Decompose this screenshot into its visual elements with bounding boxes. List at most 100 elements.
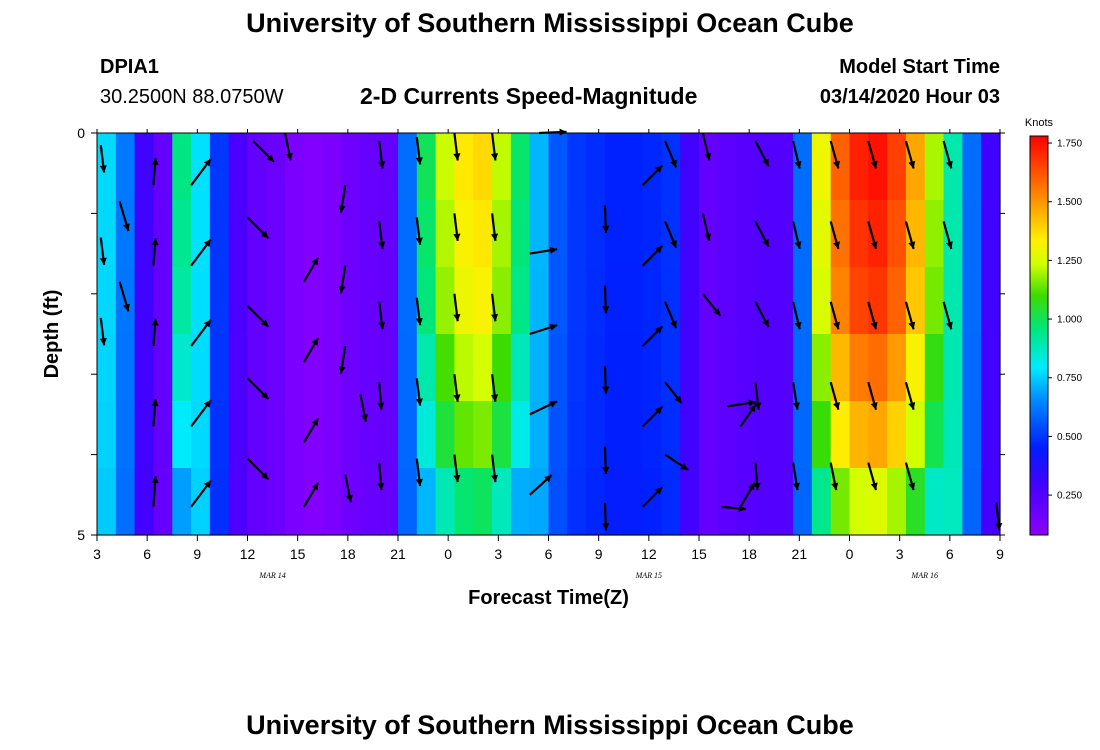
velocity-arrow [252,140,275,163]
heatmap-cell [924,468,945,536]
heatmap-cell [586,133,606,201]
colorbar-tick-label: 0.250 [1057,491,1082,502]
heatmap-cell [604,200,625,268]
heatmap-cell [266,401,286,469]
velocity-arrow [302,256,320,283]
velocity-arrow [302,417,320,444]
heatmap-cell [266,468,286,536]
heatmap-cell [228,267,249,335]
heatmap-cell [172,334,192,402]
heatmap-cell [492,133,512,201]
title-top: University of Southern Mississippi Ocean… [246,8,854,38]
heatmap-cell [943,401,963,469]
x-tick-label: 18 [741,546,757,562]
velocity-arrow [529,246,558,255]
heatmap-cell [905,133,926,201]
heatmap-cell [341,334,361,402]
heatmap-cell [774,267,794,335]
heatmap-cell [153,334,173,402]
heatmap-cell [717,401,738,469]
heatmap-cell [454,468,474,536]
heatmap-cell [303,267,324,335]
heatmap-cell [548,334,568,402]
heatmap-cell [266,133,286,201]
heatmap-cell [905,267,926,335]
heatmap-cell [962,133,982,201]
heatmap-cell [887,200,907,268]
heatmap-cell [285,200,305,268]
heatmap-cell [153,468,173,536]
velocity-arrow [664,453,689,471]
heatmap-cell [398,468,418,536]
heatmap-cell [849,334,869,402]
heatmap-cell [134,401,155,469]
x-tick-label: 3 [93,546,101,562]
heatmap-cell [341,133,361,201]
x-tick-label: 9 [193,546,201,562]
velocity-arrow [792,221,802,250]
velocity-arrow [664,301,678,329]
colorbar-tick-label: 1.000 [1057,315,1082,326]
heatmap-cell [755,267,775,335]
heatmap-cell [172,200,192,268]
velocity-arrow [284,132,293,161]
heatmap-cell [887,334,907,402]
heatmap-cell [604,334,625,402]
velocity-arrow [453,293,461,322]
velocity-arrow [701,213,712,242]
heatmap-cell [586,334,606,402]
heatmap-cell [849,468,869,536]
model-start-value: 03/14/2020 Hour 03 [819,86,1000,108]
velocity-arrow [829,462,839,491]
heatmap-cell [379,334,399,402]
heatmap-cell [586,267,606,335]
heatmap-cell [172,133,192,201]
heatmap-cell [510,334,531,402]
heatmap-cell [303,133,324,201]
velocity-arrow [415,297,423,326]
heatmap-cell [473,133,493,201]
heatmap-cell [322,267,343,335]
heatmap-cell [717,334,738,402]
heatmap-cell [191,401,211,469]
date-label: MAR 14 [258,571,285,580]
heatmap-cell [341,200,361,268]
velocity-arrow [641,486,664,508]
heatmap-cell [97,401,117,469]
heatmap-cell [266,200,286,268]
velocity-arrow [302,337,320,363]
heatmap-cell [774,200,794,268]
heatmap-cell [736,468,757,536]
heatmap-cell [285,401,305,469]
velocity-arrow [151,238,159,266]
heatmap-cell [604,267,625,335]
velocity-arrow [942,301,953,330]
heatmap-cell [604,401,625,469]
velocity-arrow [754,220,770,248]
heatmap-cell [247,200,267,268]
heatmap-cell [97,133,117,201]
velocity-arrow [377,462,385,491]
heatmap-cell [755,133,775,201]
heatmap-cell [567,401,587,469]
heatmap-cell [360,133,380,201]
velocity-arrow [904,221,916,250]
heatmap-cell [642,468,662,536]
heatmap-cell [379,468,399,536]
heatmap-cell [887,133,907,201]
heatmap-cell [416,468,437,536]
heatmap-cell [943,200,963,268]
heatmap-cell [962,334,982,402]
heatmap-cell [529,401,550,469]
heatmap-cell [981,200,1001,268]
velocity-arrow [190,238,212,267]
heatmap-cell [97,267,117,335]
heatmap-cell [153,401,173,469]
heatmap-cell [303,468,324,536]
velocity-arrow [491,374,499,402]
heatmap-cell [191,267,211,335]
heatmap-cell [416,267,437,335]
heatmap-cell [529,200,550,268]
velocity-arrow [829,381,840,410]
